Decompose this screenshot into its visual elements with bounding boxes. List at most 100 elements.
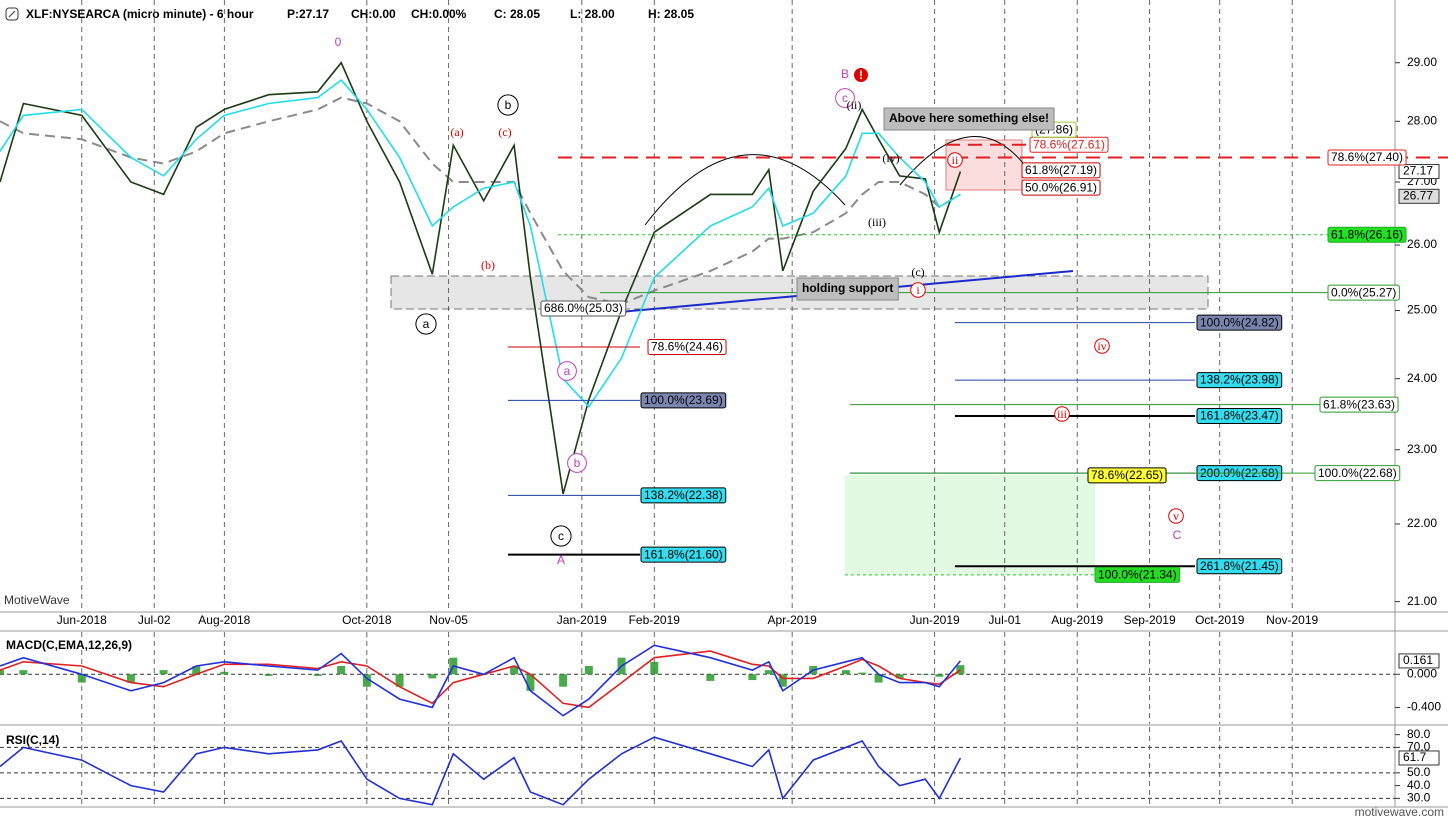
x-tick-label: Aug-2018 xyxy=(198,613,250,627)
wave-label: a xyxy=(423,317,430,331)
price-marker-label: 27.17 xyxy=(1403,164,1433,178)
fib-box xyxy=(1327,226,1407,243)
y-tick-label: 80.0 xyxy=(1407,727,1431,741)
fib-label: 686.0%(25.03) xyxy=(544,301,623,315)
histogram-bar xyxy=(0,670,4,675)
fib-box xyxy=(1094,566,1181,583)
histogram-bar xyxy=(778,674,787,687)
note-text: Above here something else! xyxy=(889,111,1049,125)
fib-label: 61.8%(26.16) xyxy=(1331,227,1403,241)
header-stat: P:27.17 xyxy=(287,7,329,21)
fib-label: 138.2%(23.98) xyxy=(1200,373,1279,387)
x-tick-label: Jul-02 xyxy=(138,613,171,627)
note-text: holding support xyxy=(802,281,893,295)
wave-circle xyxy=(497,94,519,116)
fib-box xyxy=(640,546,727,563)
x-tick-label: Nov-05 xyxy=(429,613,468,627)
header-stat: L: 28.00 xyxy=(570,7,615,21)
histogram-bar xyxy=(921,674,930,675)
wave-label: iii xyxy=(1057,407,1068,421)
fib-label: 78.6%(22.65) xyxy=(1091,468,1163,482)
header-stat: C: 28.05 xyxy=(494,7,540,21)
histogram-bar xyxy=(559,674,568,687)
x-tick-label: Sep-2019 xyxy=(1124,613,1176,627)
histogram-bar xyxy=(526,674,535,691)
fib-label: 100.0%(22.68) xyxy=(1318,466,1397,480)
fib-label: 78.6%(27.40) xyxy=(1331,150,1403,164)
fib-box xyxy=(640,392,727,409)
wave-circle xyxy=(947,152,963,168)
fib-label: 61.8%(27.19) xyxy=(1025,163,1097,177)
wave-label: 0 xyxy=(335,35,342,49)
fib-label: 138.2%(22.38) xyxy=(644,488,723,502)
header-stat: CH:0.00 xyxy=(351,7,396,21)
wave-label: (c) xyxy=(498,125,511,139)
y-tick-label: -0.400 xyxy=(1407,700,1441,714)
series-line xyxy=(0,79,961,408)
y-tick-label: 21.00 xyxy=(1407,594,1437,608)
histogram-bar xyxy=(264,674,273,676)
wave-circle xyxy=(910,282,926,298)
wave-circle xyxy=(557,361,577,381)
wave-circle xyxy=(415,313,437,335)
histogram-bar xyxy=(220,671,229,675)
alert-text: ! xyxy=(859,68,863,82)
series-line xyxy=(0,736,962,806)
histogram-bar xyxy=(77,674,86,683)
histogram-bar xyxy=(706,674,715,681)
fib-label: 50.0%(26.91) xyxy=(1025,180,1097,194)
fib-label: 61.8%(23.63) xyxy=(1323,397,1395,411)
histogram-bar xyxy=(313,674,322,676)
target-zone xyxy=(845,475,1095,575)
wave-label: b xyxy=(574,456,581,470)
fib-box xyxy=(1196,407,1283,424)
wave-label: C xyxy=(1173,528,1182,542)
fib-box xyxy=(647,338,727,355)
histogram-bar xyxy=(935,674,944,677)
alert-icon xyxy=(854,68,868,82)
chart-title: XLF:NYSEARCA (micro minute) - 6 hour xyxy=(26,7,254,21)
note-box xyxy=(796,277,899,301)
fib-box xyxy=(1021,162,1101,179)
fib-label: 100.0%(21.34) xyxy=(1098,567,1177,581)
histogram-bar xyxy=(650,661,659,675)
wave-label: c xyxy=(842,91,848,105)
series-line xyxy=(0,644,962,717)
histogram-bar xyxy=(956,665,965,675)
x-tick-label: Oct-2018 xyxy=(342,613,392,627)
histogram-bar xyxy=(192,665,201,675)
fib-label: 161.8%(21.60) xyxy=(644,547,723,561)
y-tick-label: 24.00 xyxy=(1407,371,1437,385)
x-tick-label: Apr-2019 xyxy=(767,613,817,627)
y-tick-label: 22.00 xyxy=(1407,516,1437,530)
x-tick-label: Aug-2019 xyxy=(1051,613,1103,627)
series-line xyxy=(0,650,961,709)
fib-box xyxy=(1196,372,1283,389)
y-tick-label: 40.0 xyxy=(1407,778,1431,792)
wave-label: A xyxy=(557,553,565,567)
wave-circle xyxy=(550,525,572,547)
histogram-bar xyxy=(510,665,519,675)
price-marker-label: 0.161 xyxy=(1403,653,1433,667)
histogram-bar xyxy=(895,674,904,679)
fib-box xyxy=(1327,149,1407,166)
panel-title: MACD(C,EMA,12,26,9) xyxy=(6,638,132,652)
x-tick-label: Feb-2019 xyxy=(629,613,681,627)
panel-title: RSI(C,14) xyxy=(6,733,59,747)
fib-label: 100.0%(24.82) xyxy=(1200,315,1279,329)
wave-label: (ii) xyxy=(847,98,862,112)
wave-circle xyxy=(1054,406,1070,422)
wave-label: iv xyxy=(1097,339,1106,353)
price-marker-box xyxy=(1398,188,1440,204)
histogram-bar xyxy=(19,670,28,675)
fib-box xyxy=(1196,558,1283,575)
arc xyxy=(644,154,846,226)
histogram-bar xyxy=(159,670,168,675)
fib-box xyxy=(1327,284,1400,301)
price-marker-box xyxy=(1398,653,1440,669)
x-tick-label: Jul-01 xyxy=(988,613,1021,627)
wave-label: (iv) xyxy=(882,151,899,165)
arc xyxy=(899,136,1031,186)
